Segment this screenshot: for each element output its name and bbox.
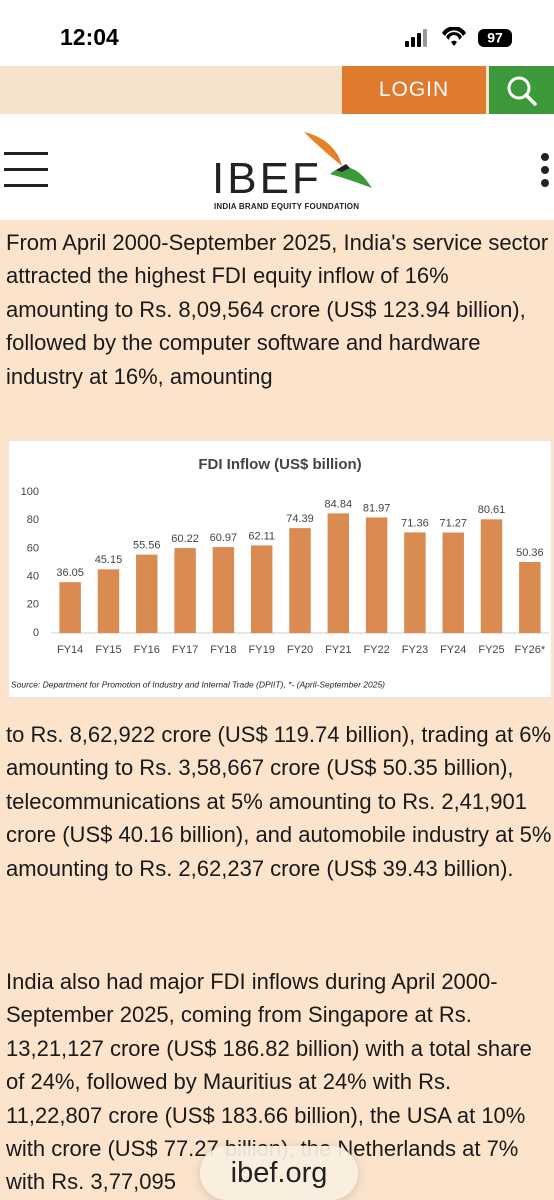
value-label: 71.36 bbox=[401, 517, 429, 529]
bar bbox=[212, 547, 235, 633]
x-tick-label: FY14 bbox=[57, 644, 83, 656]
value-label: 55.56 bbox=[133, 540, 161, 552]
search-button[interactable] bbox=[489, 66, 554, 114]
y-tick-label: 0 bbox=[33, 627, 39, 639]
y-tick-label: 80 bbox=[27, 514, 39, 526]
bar bbox=[327, 513, 350, 633]
chart-frame: FDI Inflow (US$ billion) Source: Departm… bbox=[8, 440, 552, 698]
y-tick-label: 100 bbox=[21, 486, 39, 498]
bar bbox=[174, 548, 196, 633]
x-tick-label: FY20 bbox=[287, 644, 313, 656]
x-tick-label: FY26* bbox=[515, 644, 546, 656]
x-tick-label: FY17 bbox=[172, 644, 198, 656]
site-pill[interactable]: ibef.org bbox=[200, 1146, 358, 1200]
x-tick-label: FY15 bbox=[95, 644, 121, 656]
bar bbox=[59, 582, 81, 633]
bar bbox=[250, 545, 273, 633]
more-button[interactable] bbox=[538, 152, 552, 188]
value-label: 84.84 bbox=[325, 498, 353, 510]
brand-subtitle: INDIA BRAND EQUITY FOUNDATION bbox=[214, 202, 360, 211]
battery-level: 97 bbox=[487, 30, 503, 46]
value-label: 74.39 bbox=[286, 513, 314, 525]
value-label: 36.05 bbox=[56, 567, 84, 579]
value-label: 60.97 bbox=[210, 532, 238, 544]
status-icons: 97 bbox=[405, 27, 512, 47]
value-label: 71.27 bbox=[439, 517, 467, 529]
bar bbox=[404, 532, 426, 633]
clock: 12:04 bbox=[60, 24, 119, 50]
x-tick-label: FY23 bbox=[402, 644, 428, 656]
value-label: 45.15 bbox=[95, 554, 123, 566]
bar bbox=[289, 528, 311, 633]
bar bbox=[442, 532, 464, 633]
bar bbox=[519, 561, 541, 633]
x-tick-label: FY16 bbox=[134, 644, 160, 656]
search-icon bbox=[507, 76, 537, 106]
site-header bbox=[0, 114, 554, 220]
x-tick-label: FY19 bbox=[249, 644, 275, 656]
menu-button[interactable] bbox=[4, 150, 50, 190]
logo-bird bbox=[304, 132, 372, 188]
chart-source: Source: Department for Promotion of Indu… bbox=[11, 679, 385, 689]
value-label: 62.11 bbox=[248, 530, 275, 542]
chart-title: FDI Inflow (US$ billion) bbox=[198, 456, 361, 473]
value-label: 80.61 bbox=[478, 504, 506, 516]
x-tick-label: FY21 bbox=[325, 644, 351, 656]
value-label: 81.97 bbox=[363, 502, 391, 514]
value-label: 60.22 bbox=[171, 533, 199, 545]
x-tick-label: FY22 bbox=[363, 644, 389, 656]
bar bbox=[97, 569, 120, 633]
x-tick-label: FY25 bbox=[478, 644, 504, 656]
y-tick-label: 60 bbox=[27, 542, 39, 554]
paragraph: to Rs. 8,62,922 crore (US$ 119.74 billio… bbox=[6, 722, 552, 881]
chart: FDI Inflow (US$ billion) Source: Departm… bbox=[11, 456, 549, 689]
x-tick-label: FY18 bbox=[210, 644, 236, 656]
bar bbox=[365, 517, 388, 633]
bar bbox=[136, 554, 158, 633]
bar bbox=[480, 519, 503, 633]
paragraph: From April 2000-September 2025, India's … bbox=[6, 230, 549, 389]
login-button[interactable]: LOGIN bbox=[342, 66, 486, 114]
y-tick-label: 40 bbox=[27, 571, 39, 583]
brand-name: IBEF bbox=[212, 154, 322, 203]
value-label: 50.36 bbox=[516, 547, 544, 559]
x-tick-label: FY24 bbox=[440, 644, 466, 656]
paragraph: India also had major FDI inflows during … bbox=[6, 969, 532, 1195]
y-tick-label: 20 bbox=[27, 599, 39, 611]
